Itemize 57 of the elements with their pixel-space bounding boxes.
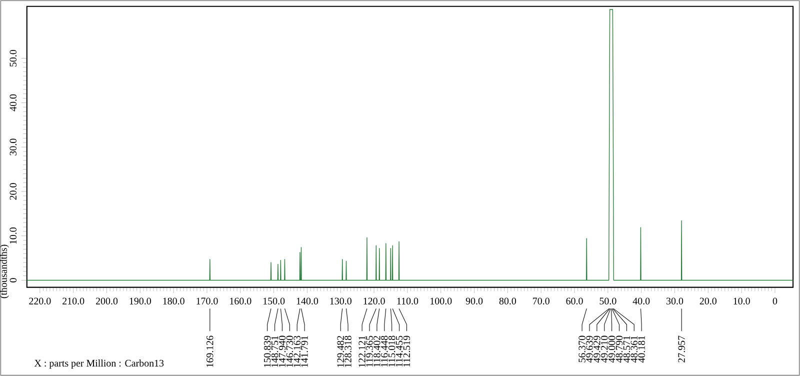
x-tick-label: 10.0 (734, 298, 750, 304)
annotation: 40.181 (638, 336, 645, 363)
annotation: 49.000 (608, 336, 616, 363)
annotation: 49.210 (600, 336, 608, 363)
annotation: 49.429 (594, 336, 600, 363)
y-tick-label: 50.0 (10, 50, 17, 66)
annotation: 56.370 (578, 336, 586, 362)
y-tick-label: 30.0 (10, 138, 17, 156)
annotation: 147.940 (278, 336, 286, 367)
annotation: 141.791 (301, 336, 308, 367)
x-tick-label: 190.0 (130, 298, 151, 304)
x-tick-label: 140.0 (296, 298, 318, 304)
x-tick-label: 180.0 (163, 298, 184, 304)
annotation: 169.126 (206, 336, 214, 367)
x-tick-label: 70.0 (533, 298, 550, 304)
x-tick-label: 0 (772, 298, 778, 304)
annotation: 146.730 (286, 336, 294, 367)
x-tick-label: 130.0 (330, 298, 352, 304)
x-tick-label: 100.0 (430, 298, 452, 304)
annotation: 115.018 (388, 336, 396, 367)
y-tick-label: 10.0 (10, 228, 17, 244)
annotation: 150.839 (264, 336, 271, 367)
text: X : parts per Million : Carbon13 (34, 360, 164, 369)
x-tick-label: 160.0 (230, 298, 252, 304)
y-axis-title: (thousandths) (0, 244, 9, 298)
x-tick-label: 50.0 (600, 298, 616, 304)
y-tick-label: 0 (10, 278, 17, 282)
annotation: 116.448 (381, 336, 388, 367)
x-tick-label: 20.0 (700, 298, 716, 304)
x-tick-label: 120.0 (364, 298, 385, 304)
annotation: 27.957 (678, 336, 685, 362)
annotation: 48.790 (616, 336, 623, 363)
x-tick-label: 80.0 (499, 298, 516, 304)
x-tick-label: 220.0 (29, 298, 51, 304)
annotation: 49.639 (586, 336, 593, 363)
x-tick-label: 150.0 (263, 298, 285, 304)
y-tick-label: 40.0 (10, 94, 17, 112)
annotation: 48.361 (630, 336, 638, 363)
annotation: 148.751 (271, 336, 278, 367)
annotation: 128.318 (344, 336, 352, 367)
x-tick-label: 210.0 (62, 298, 84, 304)
annotation: 118.402 (374, 336, 380, 367)
annotation: 142.163 (294, 336, 300, 367)
annotation: 114.455 (396, 336, 403, 367)
x-tick-label: 60.0 (566, 298, 583, 304)
x-tick-label: 110.0 (397, 298, 418, 304)
annotation: 129.482 (337, 336, 344, 367)
y-tick-label: 20.0 (10, 183, 17, 200)
x-tick-label: 30.0 (666, 298, 684, 304)
x-tick-label: 90.0 (466, 298, 483, 304)
annotation: 122.121 (358, 336, 366, 367)
x-tick-label: 200.0 (96, 298, 118, 304)
x-tick-label: 170.0 (196, 298, 218, 304)
annotation: 112.519 (403, 336, 410, 367)
annotation: 48.571 (623, 336, 630, 363)
annotation: 119.365 (366, 336, 373, 367)
x-tick-label: 40.0 (632, 298, 650, 304)
